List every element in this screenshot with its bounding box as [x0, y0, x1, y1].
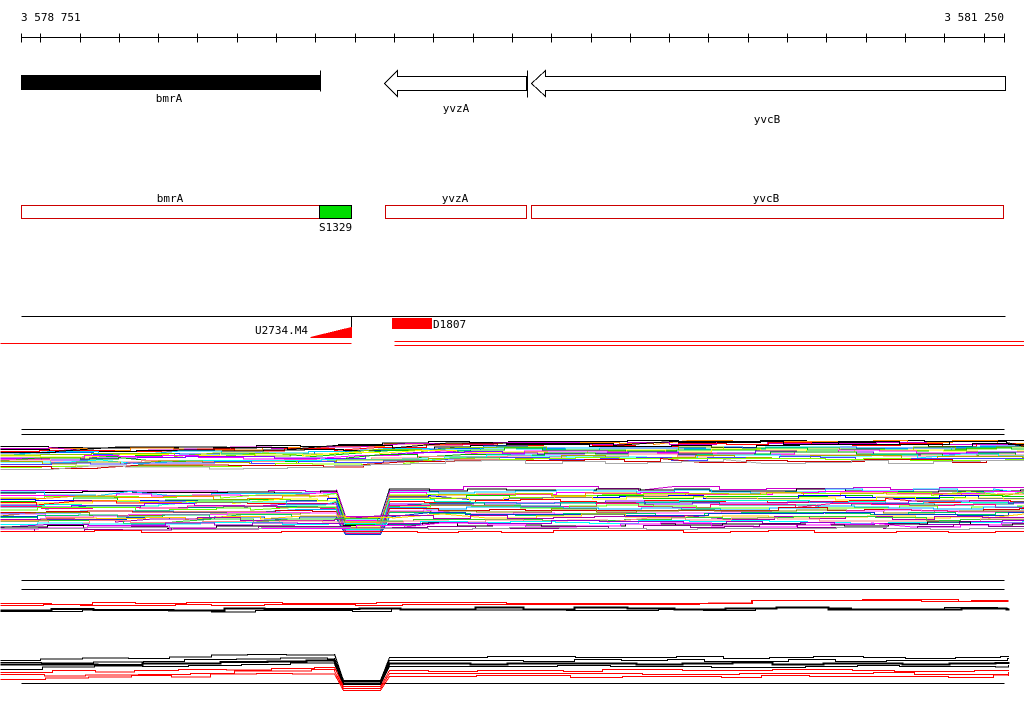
lower-band-gray: [0, 527, 1024, 530]
lower-colored-band-line: [0, 500, 1024, 532]
lower-colored-band-line: [0, 520, 1024, 528]
profile-tracks: [0, 440, 1024, 691]
lower-colored-band-line: [0, 486, 1024, 517]
lower-band-red: [0, 530, 1024, 533]
feature-label-D1807: D1807: [433, 318, 466, 331]
gene-label-yvcB: yvcB: [754, 113, 781, 126]
gene-track: [21, 69, 1006, 98]
bottom-red-2: [0, 669, 1009, 689]
ruler-end-coordinate: 3 581 250: [944, 11, 1004, 24]
segment-label-S1329: S1329: [319, 221, 352, 234]
feature-label-U2734.M4: U2734.M4: [255, 324, 308, 337]
labels-layer: bmrA yvzA yvcB bmrA S1329 yvzA yvcB U2734.M4 D18…: [156, 92, 781, 337]
segment-box-bmrA: [21, 205, 320, 219]
upper-colored-band-line: [0, 458, 1024, 470]
lower-colored-band-line: [0, 514, 1024, 523]
gene-box-bmrA: [21, 75, 320, 90]
gene-arrow-yvzA: [383, 69, 527, 98]
segment-label-yvcB: yvcB: [753, 192, 780, 205]
segment-box-yvcB: [531, 205, 1004, 219]
upper-colored-band-line: [0, 456, 1024, 465]
feature-box-D1807: [392, 318, 432, 329]
segment-box-S1329: [319, 205, 352, 219]
ruler-start-coordinate: 3 578 751: [21, 11, 81, 24]
segment-track: [21, 205, 1004, 219]
upper-colored-band-line: [0, 457, 1024, 469]
gene-arrow-yvcB: [530, 69, 1006, 98]
ruler-track: [21, 33, 1005, 43]
bottom-black-1: [0, 653, 1009, 681]
lower-colored-band-line: [0, 504, 1024, 535]
bottom-black-3: [0, 659, 1010, 685]
gene-label-bmrA: bmrA: [156, 92, 183, 105]
bottom-black-2: [0, 657, 1009, 682]
lower-colored-band-line: [0, 488, 1024, 520]
upper-band-outline: [0, 441, 1024, 453]
upper-colored-band-line: [0, 457, 1024, 468]
feature-ramp-U2734.M4: [310, 326, 352, 338]
segment-label-bmrA: bmrA: [157, 192, 184, 205]
mid-red-2: [0, 600, 1009, 606]
segment-label-yvzA: yvzA: [442, 192, 469, 205]
bottom-red-3: [0, 673, 1009, 691]
bottom-red-1: [0, 666, 1009, 687]
lower-colored-band-line: [0, 492, 1024, 524]
feature-track: [0, 316, 1024, 346]
profile-boundaries: [21, 429, 1005, 684]
bottom-black-4: [0, 662, 1009, 685]
gene-label-yvzA: yvzA: [443, 102, 470, 115]
mid-black-2: [0, 607, 1009, 613]
segment-box-yvzA: [385, 205, 527, 219]
